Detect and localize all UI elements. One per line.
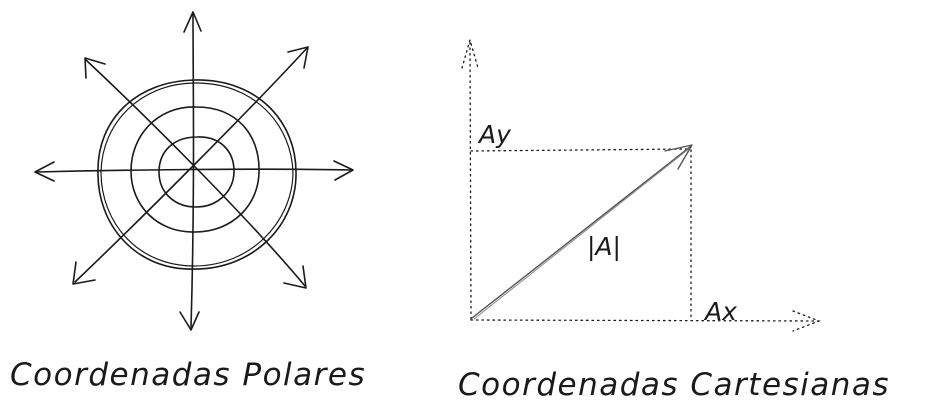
cartesian-diagram: Ay Ax |A| Coordenadas Cartesianas [458,37,890,403]
polar-arrowhead-right [333,160,354,181]
polar-circle-middle [130,106,260,233]
polar-arrowhead-ne [287,46,309,69]
polar-axis-diagonal-ne-sw [74,47,308,283]
label-ay: Ay [477,120,512,149]
polar-arrowhead-se [283,265,307,289]
polar-circle-outer-second-stroke [100,82,294,267]
polar-circle-inner [158,136,235,208]
cartesian-vector-a-second-stroke [473,147,691,320]
cartesian-x-arrowhead [792,310,821,332]
polar-caption: Coordenadas Polares [10,357,366,393]
label-magnitude: |A| [587,232,621,261]
polar-arrowhead-left [34,161,55,182]
cartesian-vector-a [471,145,692,319]
polar-arrowhead-up [183,11,202,33]
polar-axis-diagonal-nw-se [85,59,306,287]
polar-axes [34,11,354,331]
cartesian-caption: Coordenadas Cartesianas [458,367,890,403]
cartesian-projection-horizontal [470,148,691,152]
cartesian-y-axis [469,41,472,320]
polar-axis-horizontal [35,168,353,173]
polar-arrowhead-nw [84,57,106,79]
polar-arrowhead-sw [72,261,96,285]
cartesian-x-axis [470,319,819,322]
cartesian-y-arrowhead [461,37,479,69]
label-ax: Ax [703,297,737,326]
polar-diagram: Coordenadas Polares [10,11,366,393]
polar-axis-vertical [190,13,195,328]
polar-arrowhead-down [179,311,200,331]
cartesian-vector-arrowhead [664,144,693,170]
